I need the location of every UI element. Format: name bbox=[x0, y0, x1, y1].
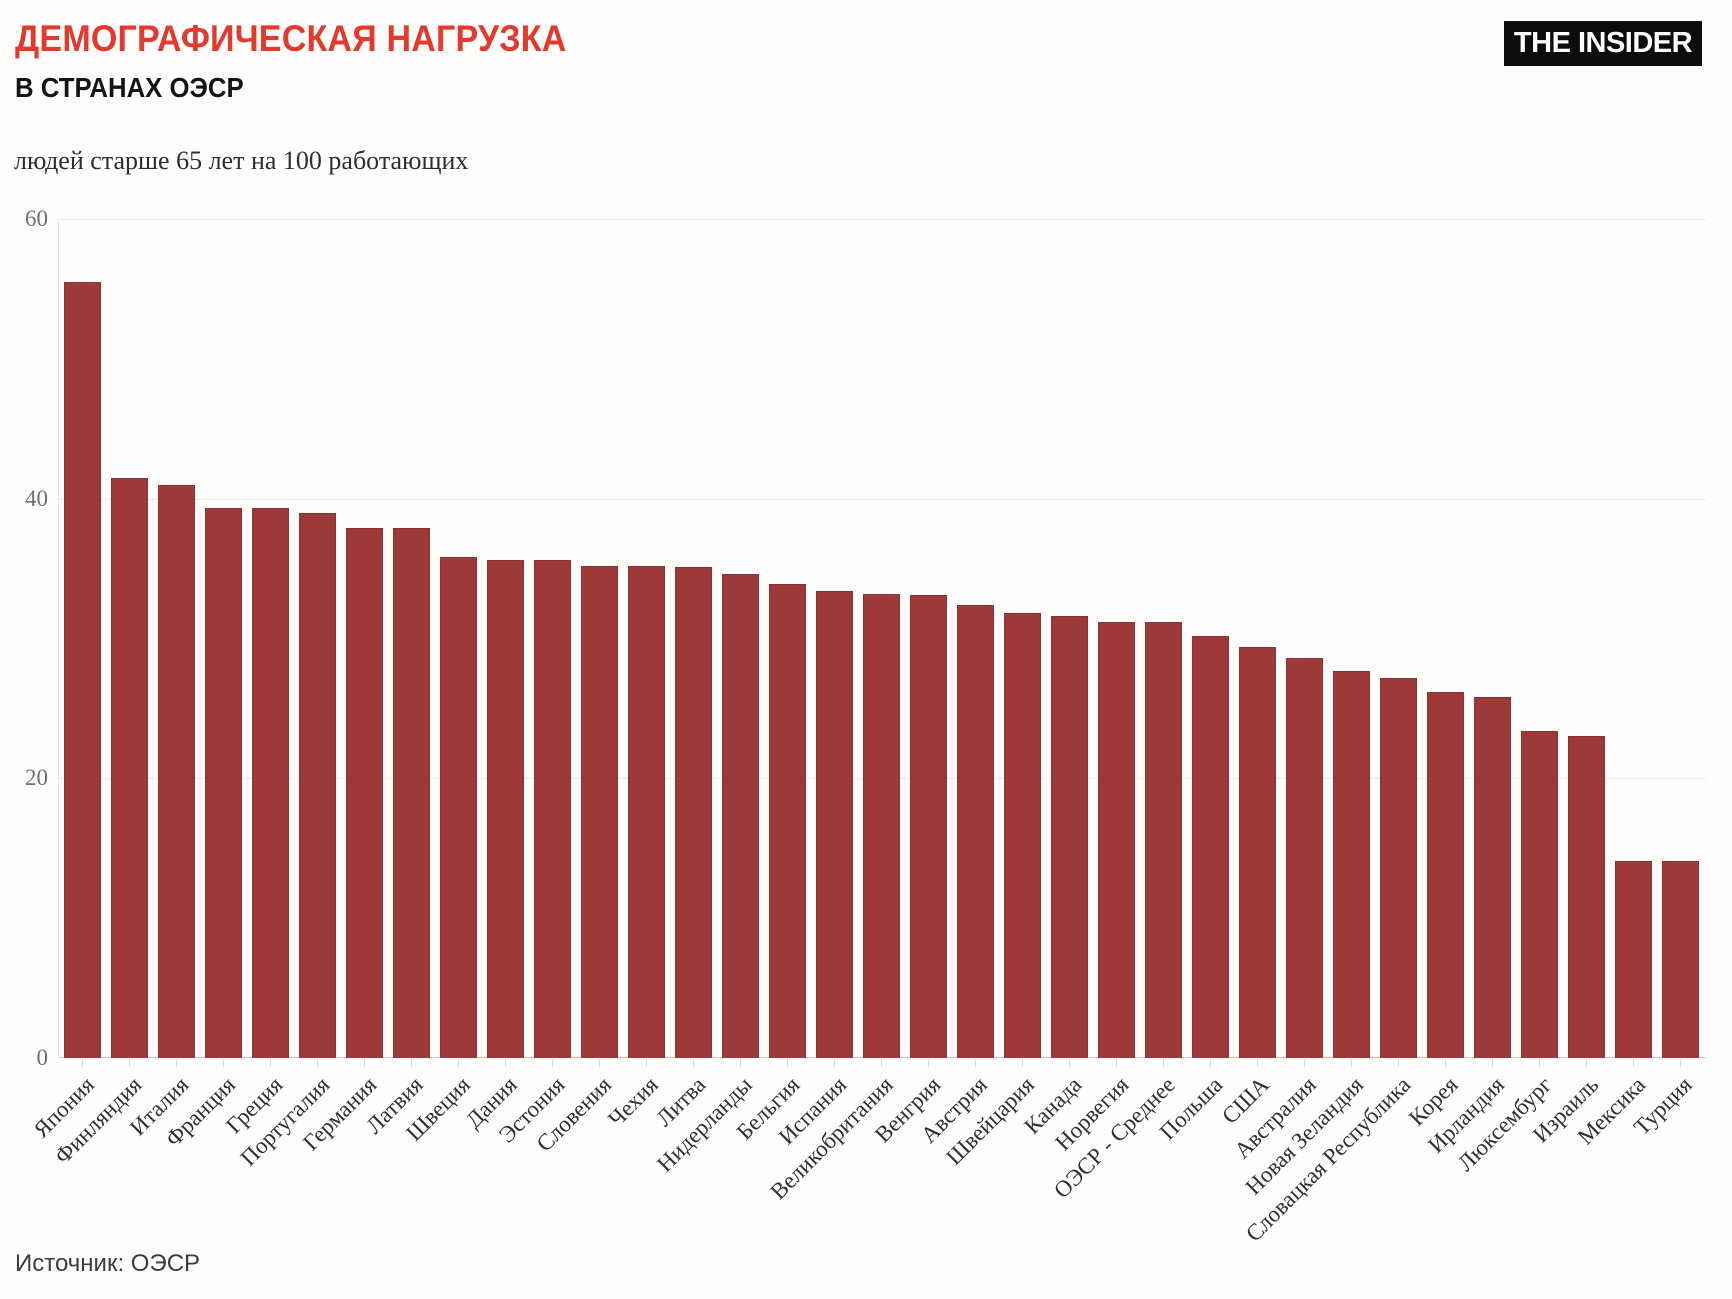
x-tick bbox=[645, 1059, 647, 1067]
bar-Эстония bbox=[534, 560, 571, 1058]
x-tick bbox=[269, 1059, 271, 1067]
bar-Япония bbox=[64, 282, 101, 1058]
x-tick bbox=[880, 1059, 882, 1067]
x-tick bbox=[316, 1059, 318, 1067]
y-axis-title: людей старше 65 лет на 100 работающих bbox=[14, 146, 469, 175]
bar-Ирландия bbox=[1474, 697, 1511, 1058]
x-tick bbox=[222, 1059, 224, 1067]
x-tick bbox=[81, 1059, 83, 1067]
x-tick bbox=[1021, 1059, 1023, 1067]
x-tick bbox=[1162, 1059, 1164, 1067]
bar-Израиль bbox=[1568, 736, 1605, 1058]
bar-Люксембург bbox=[1521, 731, 1558, 1058]
x-tick bbox=[1068, 1059, 1070, 1067]
bar-Португалия bbox=[299, 513, 336, 1058]
page-title: ДЕМОГРАФИЧЕСКАЯ НАГРУЗКА bbox=[15, 18, 567, 59]
x-tick bbox=[1679, 1059, 1681, 1067]
x-tick bbox=[1585, 1059, 1587, 1067]
bar-Словацкая Республика bbox=[1380, 678, 1417, 1058]
bar-Франция bbox=[205, 508, 242, 1058]
bar-Мексика bbox=[1615, 861, 1652, 1058]
x-tick bbox=[1632, 1059, 1634, 1067]
x-tick bbox=[363, 1059, 365, 1067]
bar-Словения bbox=[581, 566, 618, 1058]
bar-Корея bbox=[1427, 692, 1464, 1058]
y-tick-label-20: 20 bbox=[25, 765, 48, 791]
x-tick bbox=[692, 1059, 694, 1067]
x-tick bbox=[786, 1059, 788, 1067]
y-tick-label-0: 0 bbox=[36, 1045, 49, 1070]
x-tick bbox=[1538, 1059, 1540, 1067]
bar-Турция bbox=[1662, 861, 1699, 1058]
the-insider-logo: THE INSIDER bbox=[1504, 21, 1702, 66]
page-subtitle: В СТРАНАХ ОЭСР bbox=[15, 72, 244, 103]
bar-Новая Зеландия bbox=[1333, 671, 1370, 1058]
bar-Венгрия bbox=[910, 595, 947, 1058]
x-tick bbox=[457, 1059, 459, 1067]
x-tick bbox=[739, 1059, 741, 1067]
x-tick-label-Чехия: Чехия bbox=[603, 1072, 664, 1132]
x-tick bbox=[551, 1059, 553, 1067]
x-tick bbox=[128, 1059, 130, 1067]
x-tick bbox=[410, 1059, 412, 1067]
bar-Швейцария bbox=[1004, 613, 1041, 1058]
bar-Швеция bbox=[440, 557, 477, 1058]
bar-Норвегия bbox=[1098, 622, 1135, 1058]
x-tick bbox=[833, 1059, 835, 1067]
x-tick bbox=[974, 1059, 976, 1067]
y-tick-label-40: 40 bbox=[25, 485, 48, 511]
bar-Дания bbox=[487, 560, 524, 1058]
bar-Польша bbox=[1192, 636, 1229, 1058]
bar-Латвия bbox=[393, 528, 430, 1058]
bar-Великобритания bbox=[863, 594, 900, 1058]
plot-area bbox=[58, 219, 1706, 1058]
x-tick bbox=[1115, 1059, 1117, 1067]
gridline-40 bbox=[59, 498, 1706, 500]
bar-ОЭСР - Среднее bbox=[1145, 622, 1182, 1058]
bar-Австралия bbox=[1286, 658, 1323, 1058]
bar-Испания bbox=[816, 591, 853, 1058]
bar-Нидерланды bbox=[722, 574, 759, 1058]
y-tick-label-60: 60 bbox=[25, 206, 48, 231]
x-tick bbox=[1444, 1059, 1446, 1067]
x-tick bbox=[1491, 1059, 1493, 1067]
source-note: Источник: ОЭСР bbox=[15, 1250, 201, 1277]
bar-Италия bbox=[158, 485, 195, 1058]
x-tick bbox=[927, 1059, 929, 1067]
x-tick bbox=[1350, 1059, 1352, 1067]
x-tick bbox=[504, 1059, 506, 1067]
x-tick bbox=[1209, 1059, 1211, 1067]
x-tick bbox=[1256, 1059, 1258, 1067]
bar-Германия bbox=[346, 528, 383, 1058]
bar-Литва bbox=[675, 567, 712, 1058]
bar-Финляндия bbox=[111, 478, 148, 1058]
bar-Греция bbox=[252, 508, 289, 1058]
bar-Канада bbox=[1051, 616, 1088, 1058]
bar-США bbox=[1239, 647, 1276, 1058]
gridline-60 bbox=[59, 219, 1706, 220]
x-tick bbox=[598, 1059, 600, 1067]
x-tick bbox=[1397, 1059, 1399, 1067]
x-tick bbox=[175, 1059, 177, 1067]
x-tick bbox=[1303, 1059, 1305, 1067]
bar-Австрия bbox=[957, 605, 994, 1058]
bar-Чехия bbox=[628, 566, 665, 1058]
bar-Бельгия bbox=[769, 584, 806, 1058]
